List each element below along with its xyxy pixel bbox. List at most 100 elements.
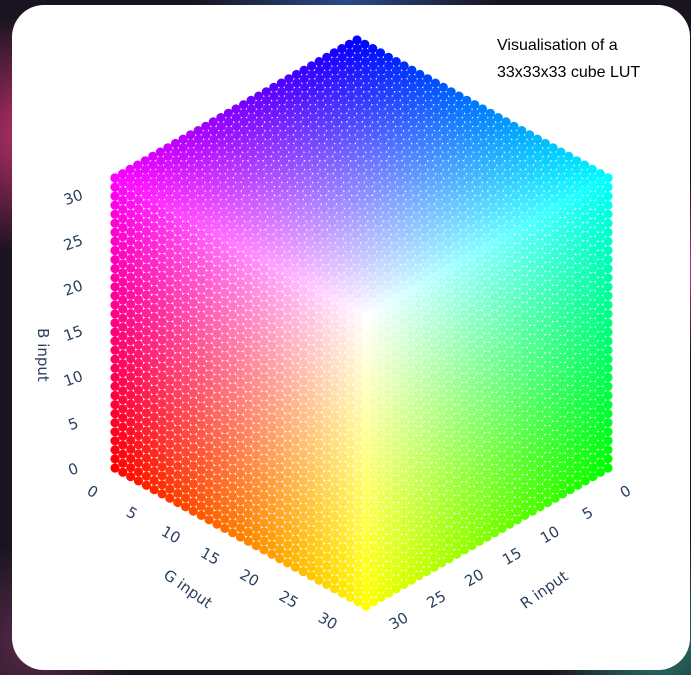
point bbox=[110, 328, 119, 337]
point bbox=[307, 408, 316, 417]
point bbox=[228, 302, 237, 311]
point bbox=[142, 218, 151, 227]
point bbox=[173, 498, 182, 507]
point bbox=[244, 455, 253, 464]
point bbox=[212, 393, 221, 402]
point bbox=[252, 405, 261, 414]
point bbox=[338, 407, 347, 416]
point bbox=[354, 362, 363, 371]
point bbox=[220, 460, 229, 469]
point bbox=[205, 234, 214, 243]
point bbox=[142, 290, 151, 299]
point bbox=[173, 389, 182, 398]
point bbox=[299, 340, 308, 349]
point bbox=[338, 552, 347, 561]
point bbox=[244, 428, 253, 437]
point bbox=[361, 484, 370, 493]
point bbox=[283, 350, 292, 359]
point bbox=[110, 192, 119, 201]
point bbox=[291, 463, 300, 472]
point bbox=[228, 256, 237, 265]
point bbox=[134, 214, 143, 223]
point bbox=[173, 480, 182, 489]
point bbox=[307, 390, 316, 399]
point bbox=[126, 218, 135, 227]
point bbox=[322, 290, 331, 299]
point bbox=[354, 352, 363, 361]
point bbox=[220, 370, 229, 379]
point bbox=[150, 413, 159, 422]
point bbox=[220, 451, 229, 460]
point bbox=[346, 466, 355, 475]
point bbox=[181, 502, 190, 511]
point bbox=[314, 412, 323, 421]
point bbox=[181, 466, 190, 475]
point bbox=[322, 526, 331, 535]
point bbox=[236, 378, 245, 387]
point bbox=[118, 323, 127, 332]
point bbox=[330, 421, 339, 430]
point bbox=[275, 337, 284, 346]
point bbox=[158, 217, 167, 226]
point bbox=[354, 325, 363, 334]
point bbox=[275, 436, 284, 445]
point bbox=[252, 360, 261, 369]
point bbox=[150, 422, 159, 431]
point bbox=[267, 287, 276, 296]
point bbox=[267, 260, 276, 269]
point bbox=[259, 446, 268, 455]
point bbox=[197, 302, 206, 311]
point bbox=[173, 308, 182, 317]
point bbox=[291, 472, 300, 481]
point bbox=[322, 371, 331, 380]
point bbox=[212, 465, 221, 474]
point bbox=[322, 390, 331, 399]
point bbox=[173, 244, 182, 253]
point bbox=[173, 226, 182, 235]
point bbox=[338, 570, 347, 579]
point bbox=[134, 440, 143, 449]
point bbox=[322, 353, 331, 362]
point bbox=[338, 543, 347, 552]
point bbox=[173, 462, 182, 471]
point bbox=[307, 327, 316, 336]
point bbox=[346, 557, 355, 566]
point bbox=[236, 333, 245, 342]
point bbox=[267, 350, 276, 359]
point bbox=[307, 472, 316, 481]
point bbox=[354, 407, 363, 416]
point bbox=[228, 483, 237, 492]
point bbox=[283, 332, 292, 341]
point bbox=[307, 526, 316, 535]
point bbox=[314, 458, 323, 467]
point bbox=[205, 325, 214, 334]
point bbox=[150, 322, 159, 331]
point bbox=[181, 384, 190, 393]
point bbox=[181, 294, 190, 303]
point bbox=[173, 407, 182, 416]
point bbox=[338, 489, 347, 498]
point bbox=[165, 394, 174, 403]
x-tick-label: 20 bbox=[461, 565, 487, 590]
point bbox=[314, 449, 323, 458]
point bbox=[259, 328, 268, 337]
point bbox=[165, 466, 174, 475]
point bbox=[338, 416, 347, 425]
point bbox=[150, 431, 159, 440]
point bbox=[338, 335, 347, 344]
point bbox=[126, 445, 135, 454]
point bbox=[134, 331, 143, 340]
point bbox=[165, 412, 174, 421]
point bbox=[150, 340, 159, 349]
point bbox=[322, 471, 331, 480]
point bbox=[165, 267, 174, 276]
point bbox=[322, 408, 331, 417]
point bbox=[158, 290, 167, 299]
point bbox=[126, 300, 135, 309]
point bbox=[307, 508, 316, 517]
point bbox=[354, 443, 363, 452]
point bbox=[244, 247, 253, 256]
point bbox=[307, 426, 316, 435]
point bbox=[244, 464, 253, 473]
point bbox=[299, 458, 308, 467]
